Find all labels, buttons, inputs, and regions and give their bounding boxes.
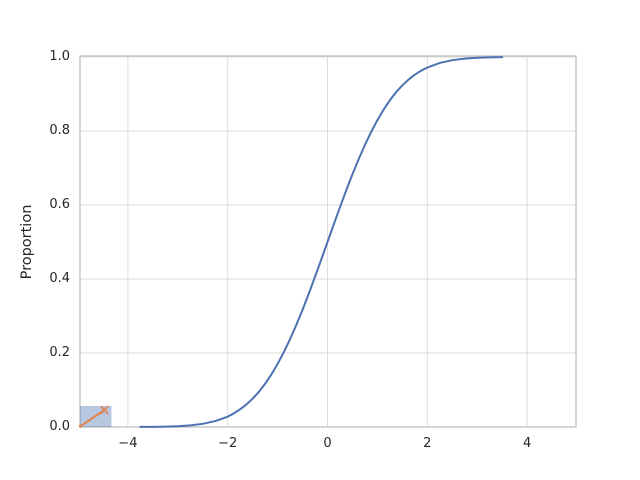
x-tick-label: 2 (423, 436, 432, 451)
y-tick-label: 0.6 (49, 197, 70, 212)
y-axis-label: Proportion (19, 204, 35, 280)
axes-frame (79, 55, 577, 428)
x-tick-label: 0 (323, 436, 332, 451)
y-tick-label: 0.8 (49, 123, 70, 138)
x-tick-label: −2 (218, 436, 238, 451)
inset-x-marker (100, 405, 109, 415)
y-tick-label: 0.0 (49, 419, 70, 434)
inset-dot-marker (78, 424, 83, 428)
y-tick-label: 0.2 (49, 345, 70, 360)
ecdf-curve (139, 56, 504, 428)
y-tick-label: 1.0 (49, 49, 70, 64)
x-tick-label: −4 (118, 436, 138, 451)
y-tick-label: 0.4 (49, 271, 70, 286)
x-tick-label: 4 (522, 436, 532, 451)
inset-line (79, 408, 106, 428)
